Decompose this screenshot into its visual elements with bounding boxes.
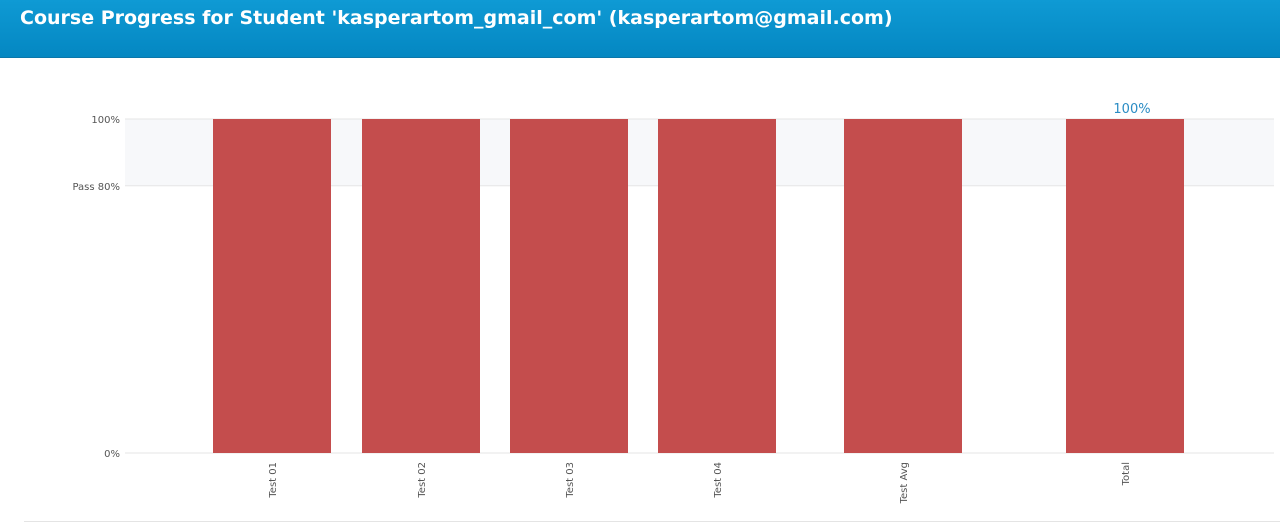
- bar-test-avg: [844, 119, 962, 453]
- x-tick-layer: Test 01 Test 02 Test 03 Test 04 Test Avg Tota…: [268, 462, 1132, 504]
- y-tick-layer: 100% Pass 80% 0%: [72, 115, 120, 460]
- bar-test-03: [510, 119, 628, 453]
- data-label-total: 100%: [1113, 102, 1150, 117]
- bar-test-04: [658, 119, 776, 453]
- y-tick-label: 0%: [104, 449, 120, 460]
- page-header: Course Progress for Student 'kasperartom…: [0, 0, 1280, 58]
- x-tick-label: Test 04: [713, 462, 724, 499]
- x-tick-label: Test 01: [268, 462, 279, 499]
- data-label-layer: 100%: [1113, 102, 1150, 117]
- bar-test-01: [213, 119, 331, 453]
- y-tick-label: Pass 80%: [72, 182, 120, 193]
- x-tick-label: Test Avg: [899, 462, 910, 504]
- bar-total: [1066, 119, 1184, 453]
- bar-layer: [213, 119, 1184, 453]
- x-tick-label: Test 02: [417, 462, 428, 499]
- y-tick-label: 100%: [91, 115, 120, 126]
- bar-test-02: [362, 119, 480, 453]
- page-title: Course Progress for Student 'kasperartom…: [20, 7, 893, 29]
- course-progress-chart: 100%Pass 80%0% Test 01 Test 02 Test 03 Test…: [72, 102, 1274, 504]
- x-tick-label: Total: [1121, 462, 1132, 486]
- footer-divider: [24, 521, 1280, 522]
- x-tick-label: Test 03: [565, 462, 576, 499]
